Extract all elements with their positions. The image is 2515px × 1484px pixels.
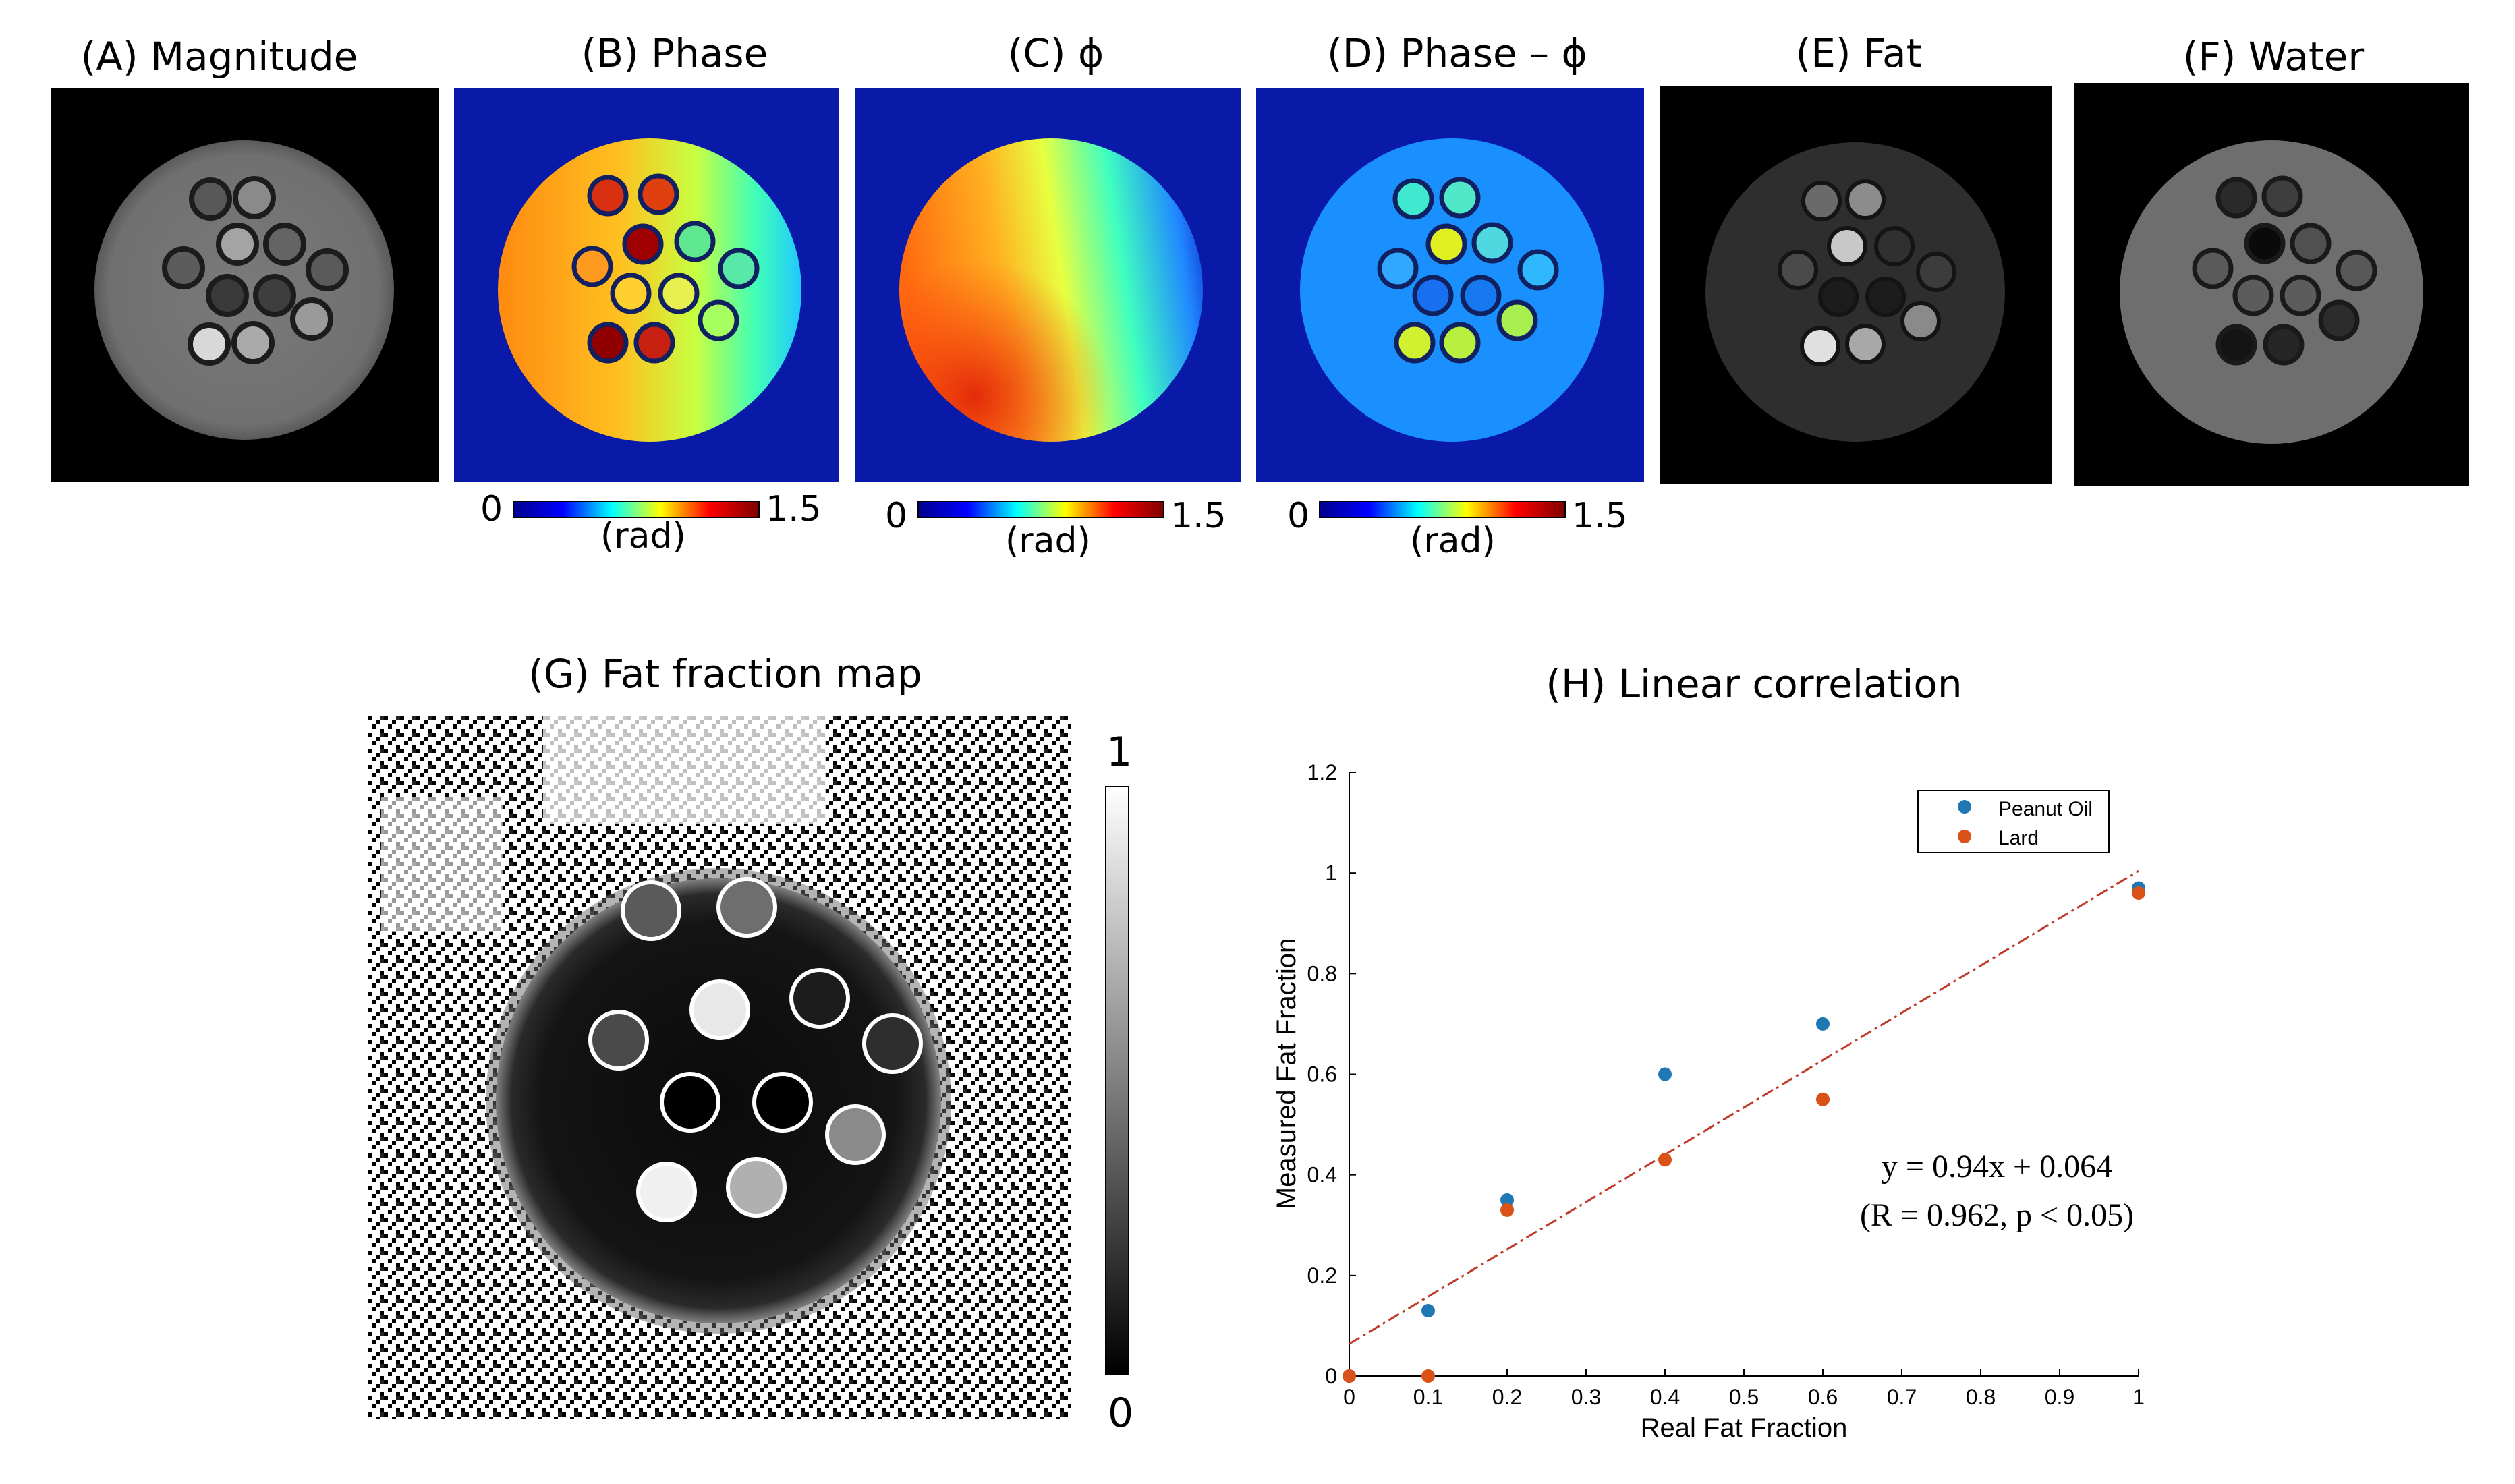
y-tick-label: 0.4 xyxy=(1307,1163,1337,1187)
phase-image xyxy=(454,88,839,482)
panel-c-title: (C) ϕ xyxy=(1007,30,1104,76)
y-tick-label: 0.2 xyxy=(1307,1263,1337,1288)
panel-f-title: (F) Water xyxy=(2182,34,2365,80)
peanut-oil-point xyxy=(1816,1017,1830,1031)
legend-peanut-oil-label: Peanut Oil xyxy=(1998,798,2093,820)
water-phantom xyxy=(2120,140,2423,444)
x-tick-label: 0.7 xyxy=(1887,1385,1917,1409)
peanut-oil-point xyxy=(1421,1304,1435,1318)
fat-fraction-phantom xyxy=(368,716,1071,1419)
panel-e-title: (E) Fat xyxy=(1795,30,1922,76)
x-tick-label: 0.5 xyxy=(1729,1385,1759,1409)
phase-colorbar-b xyxy=(513,501,760,518)
phase-colorbar-d-min: 0 xyxy=(1287,496,1310,536)
phi-image xyxy=(855,88,1241,482)
peanut-oil-point xyxy=(1500,1193,1514,1207)
fit-statistics: (R = 0.962, p < 0.05) xyxy=(1860,1197,2134,1233)
fatfraction-colorbar-min: 0 xyxy=(1108,1390,1134,1437)
fat-image xyxy=(1660,86,2052,484)
y-tick-label: 1 xyxy=(1325,861,1337,885)
x-tick-label: 0.4 xyxy=(1650,1385,1680,1409)
panel-b-title: (B) Phase xyxy=(581,30,768,76)
x-tick-label: 0.8 xyxy=(1966,1385,1996,1409)
x-tick-label: 1 xyxy=(2132,1385,2145,1409)
fit-equation: y = 0.94x + 0.064 xyxy=(1882,1149,2112,1185)
x-axis-label: Real Fat Fraction xyxy=(1641,1413,1848,1443)
phase-colorbar-b-max: 1.5 xyxy=(766,489,822,530)
fat-fraction-map xyxy=(368,716,1071,1419)
panel-h-title: (H) Linear correlation xyxy=(1546,661,1962,707)
phi-phantom xyxy=(899,138,1203,442)
lard-point xyxy=(1658,1153,1672,1167)
phase-colorbar-c xyxy=(917,501,1164,518)
lard-point xyxy=(1421,1369,1435,1383)
fat-phantom xyxy=(1705,142,2005,442)
fit-line xyxy=(1349,869,2139,1345)
phase-colorbar-c-min: 0 xyxy=(885,496,908,536)
legend-peanut-oil-marker xyxy=(1958,800,1971,814)
fatfraction-colorbar-max: 1 xyxy=(1106,729,1133,776)
legend-lard-marker xyxy=(1958,830,1971,843)
magnitude-image xyxy=(51,88,439,482)
y-tick-label: 1.2 xyxy=(1307,760,1337,784)
lard-point xyxy=(1500,1203,1514,1217)
x-tick-label: 0 xyxy=(1343,1385,1355,1409)
phase-minus-phi-phantom xyxy=(1300,138,1604,442)
legend-lard-label: Lard xyxy=(1998,827,2039,849)
phase-colorbar-d xyxy=(1319,501,1566,518)
y-tick-label: 0.6 xyxy=(1307,1062,1337,1087)
y-tick-label: 0 xyxy=(1325,1364,1337,1388)
x-tick-label: 0.2 xyxy=(1492,1385,1522,1409)
phase-colorbar-c-unit: (rad) xyxy=(1005,521,1091,561)
lard-point xyxy=(2132,886,2145,900)
correlation-chart: 0 0.1 0.2 0.3 0.4 0.5 0.6 0.7 0.8 0.9 1 0 0.2 0.4 0.6… xyxy=(1272,760,2145,1443)
phase-colorbar-d-unit: (rad) xyxy=(1410,521,1496,561)
y-axis-label: Measured Fat Fraction xyxy=(1272,938,1301,1209)
panel-d-title: (D) Phase – ϕ xyxy=(1327,30,1587,76)
panel-g-title: (G) Fat fraction map xyxy=(528,651,922,697)
phase-colorbar-b-min: 0 xyxy=(480,489,503,530)
phase-colorbar-c-max: 1.5 xyxy=(1170,496,1226,536)
legend: Peanut Oil Lard xyxy=(1917,790,2110,853)
phase-minus-phi-image xyxy=(1256,88,1644,482)
magnitude-phantom xyxy=(94,140,394,440)
lard-point xyxy=(1343,1369,1356,1383)
water-image xyxy=(2074,83,2469,486)
x-tick-label: 0.3 xyxy=(1571,1385,1601,1409)
fatfraction-colorbar xyxy=(1105,786,1129,1375)
phase-phantom xyxy=(498,138,801,442)
phase-colorbar-b-unit: (rad) xyxy=(600,516,686,556)
lard-point xyxy=(1816,1092,1830,1106)
y-tick-label: 0.8 xyxy=(1307,961,1337,986)
peanut-oil-point xyxy=(1658,1067,1672,1081)
phase-colorbar-d-max: 1.5 xyxy=(1572,496,1628,536)
x-tick-label: 0.6 xyxy=(1808,1385,1838,1409)
x-tick-label: 0.9 xyxy=(2045,1385,2074,1409)
x-tick-label: 0.1 xyxy=(1413,1385,1443,1409)
panel-a-title: (A) Magnitude xyxy=(80,34,358,80)
